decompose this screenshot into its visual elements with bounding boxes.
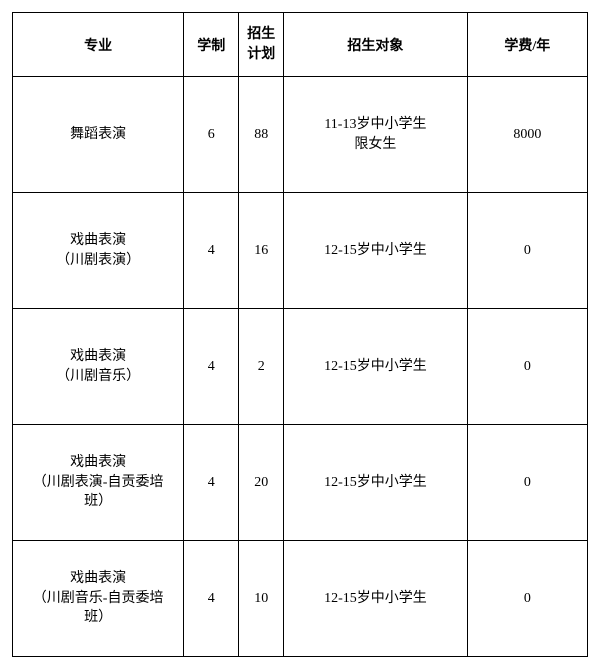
table-row: 戏曲表演 （川剧音乐-自贡委培 班） 4 10 12-15岁中小学生 0 xyxy=(13,541,588,657)
col-header-target: 招生对象 xyxy=(284,13,468,77)
col-header-major: 专业 xyxy=(13,13,184,77)
table-row: 舞蹈表演 6 88 11-13岁中小学生 限女生 8000 xyxy=(13,77,588,193)
cell-major: 舞蹈表演 xyxy=(13,77,184,193)
cell-major: 戏曲表演 （川剧表演-自贡委培 班） xyxy=(13,425,184,541)
cell-duration: 4 xyxy=(184,309,239,425)
cell-duration: 4 xyxy=(184,193,239,309)
table-header-row: 专业 学制 招生 计划 招生对象 学费/年 xyxy=(13,13,588,77)
cell-tuition: 0 xyxy=(467,541,587,657)
cell-plan: 10 xyxy=(239,541,284,657)
cell-major: 戏曲表演 （川剧表演） xyxy=(13,193,184,309)
cell-tuition: 0 xyxy=(467,193,587,309)
cell-tuition: 0 xyxy=(467,425,587,541)
cell-target: 12-15岁中小学生 xyxy=(284,309,468,425)
cell-plan: 16 xyxy=(239,193,284,309)
col-header-plan: 招生 计划 xyxy=(239,13,284,77)
cell-major: 戏曲表演 （川剧音乐） xyxy=(13,309,184,425)
col-header-duration: 学制 xyxy=(184,13,239,77)
cell-target: 12-15岁中小学生 xyxy=(284,541,468,657)
cell-plan: 2 xyxy=(239,309,284,425)
cell-major: 戏曲表演 （川剧音乐-自贡委培 班） xyxy=(13,541,184,657)
cell-tuition: 8000 xyxy=(467,77,587,193)
col-header-tuition: 学费/年 xyxy=(467,13,587,77)
cell-target: 12-15岁中小学生 xyxy=(284,425,468,541)
cell-target: 12-15岁中小学生 xyxy=(284,193,468,309)
table-row: 戏曲表演 （川剧音乐） 4 2 12-15岁中小学生 0 xyxy=(13,309,588,425)
cell-duration: 4 xyxy=(184,541,239,657)
cell-plan: 88 xyxy=(239,77,284,193)
cell-duration: 6 xyxy=(184,77,239,193)
cell-tuition: 0 xyxy=(467,309,587,425)
cell-duration: 4 xyxy=(184,425,239,541)
cell-target: 11-13岁中小学生 限女生 xyxy=(284,77,468,193)
table-row: 戏曲表演 （川剧表演） 4 16 12-15岁中小学生 0 xyxy=(13,193,588,309)
cell-plan: 20 xyxy=(239,425,284,541)
admissions-table: 专业 学制 招生 计划 招生对象 学费/年 舞蹈表演 6 88 11-13岁中小… xyxy=(12,12,588,657)
table-row: 戏曲表演 （川剧表演-自贡委培 班） 4 20 12-15岁中小学生 0 xyxy=(13,425,588,541)
